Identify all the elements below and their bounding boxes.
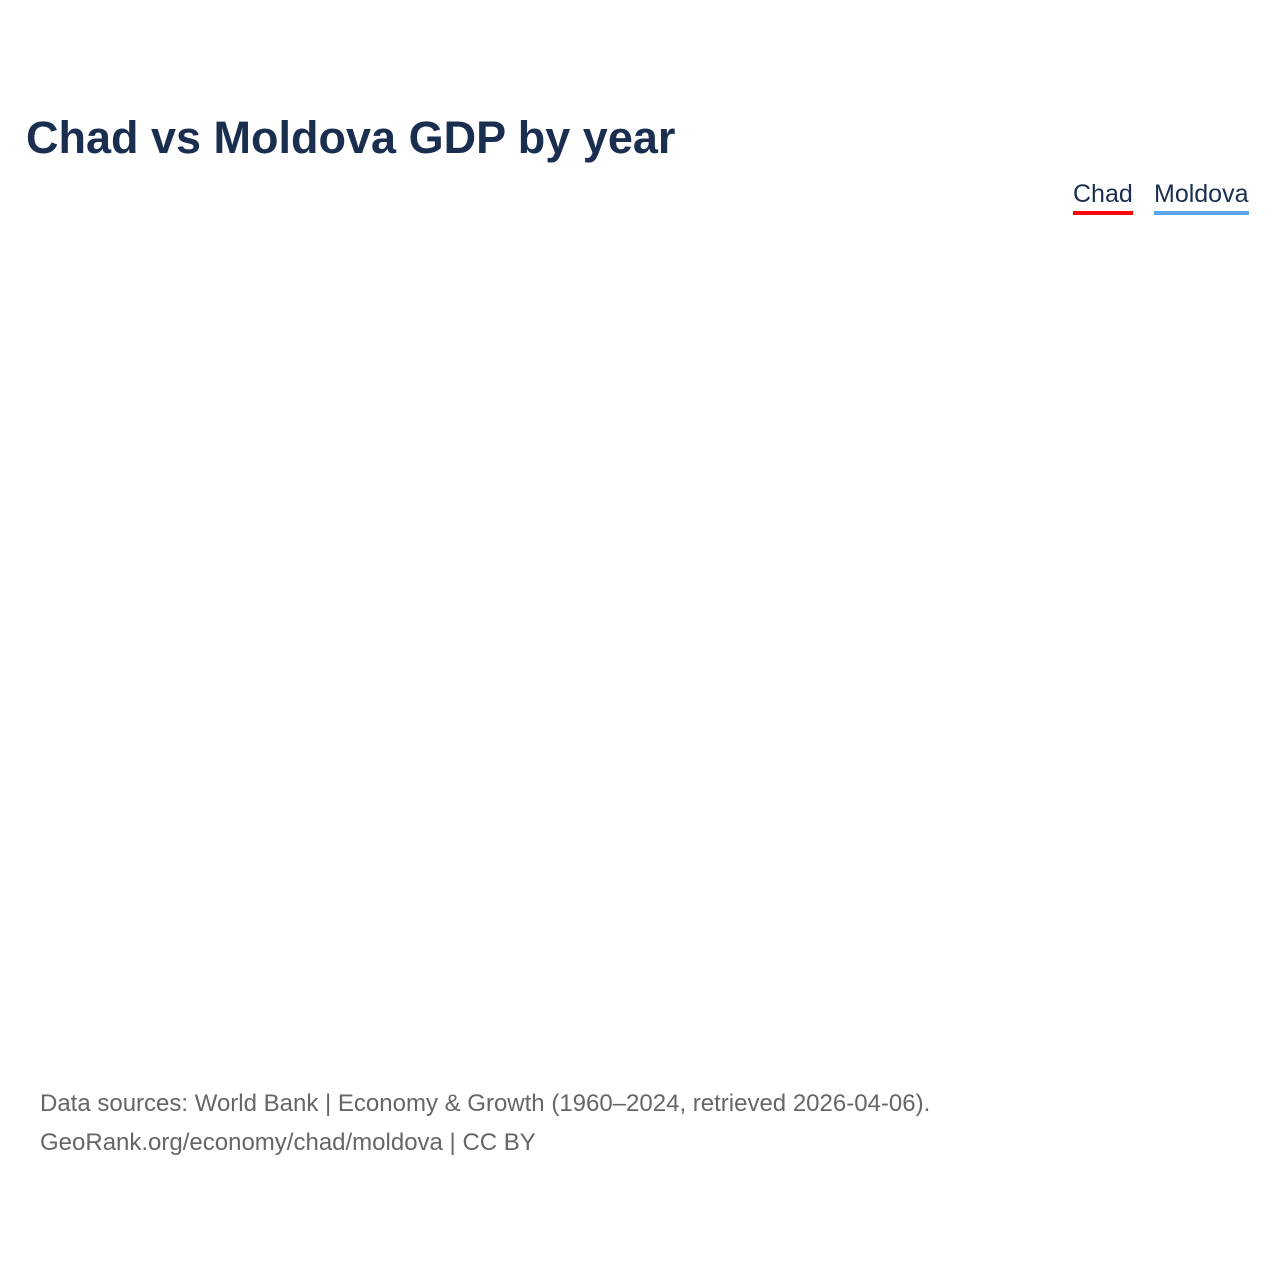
source-line-1: Data sources: World Bank | Economy & Gro… <box>40 1090 931 1117</box>
x-tick-label: 2000 <box>731 1015 782 1041</box>
x-tick-label: 1970 <box>263 1015 314 1041</box>
chad-flag-icon <box>1141 274 1171 305</box>
x-tick-label: 1980 <box>419 1015 470 1041</box>
end-value-label-chad: $19.5B <box>1175 278 1251 305</box>
x-tick-label: 2010 <box>887 1015 938 1041</box>
source-line-2[interactable]: GeoRank.org/economy/chad/moldova | CC BY <box>40 1129 536 1156</box>
y-tick-label: $16B <box>73 401 127 427</box>
legend-moldova[interactable]: Moldova <box>1154 180 1249 215</box>
y-tick-label: $6B <box>86 755 127 781</box>
end-value-label-moldova: $18.2B <box>1175 324 1251 351</box>
year-watermark: 2024 <box>152 271 317 354</box>
y-tick-label: $14B <box>73 472 127 498</box>
x-tick-label: 1990 <box>575 1015 626 1041</box>
y-tick-label: $18B <box>73 330 127 356</box>
y-tick-label: $10B <box>73 614 127 640</box>
y-axis-label: GDP, current $ <box>29 543 55 694</box>
chart-title: Chad vs Moldova GDP by year <box>26 112 676 163</box>
y-tick-label: $12B <box>73 543 127 569</box>
series-line-chad <box>132 288 1139 972</box>
series-line-moldova <box>599 334 1139 941</box>
y-tick-label: $20B <box>73 259 127 285</box>
x-tick-label: 2020 <box>1043 1015 1094 1041</box>
x-tick-label: 1960 <box>107 1015 158 1041</box>
y-tick-label: $2B <box>86 897 127 923</box>
legend-chad[interactable]: Chad <box>1073 180 1133 215</box>
y-tick-label: $4B <box>86 826 127 852</box>
y-tick-label: $8B <box>86 684 127 710</box>
data-source-note: Data sources: World Bank | Economy & Gro… <box>40 1084 930 1162</box>
moldova-flag-icon <box>1141 320 1171 351</box>
y-tick-label: $0 <box>101 968 127 994</box>
